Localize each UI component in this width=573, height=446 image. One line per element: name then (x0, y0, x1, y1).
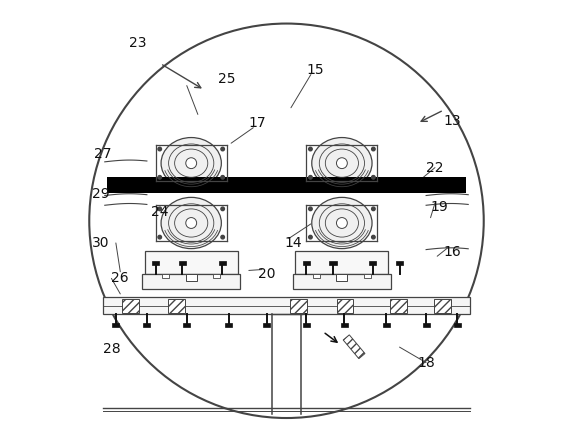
Circle shape (309, 147, 312, 151)
Bar (295, 251, 388, 274)
Bar (303, 261, 310, 265)
Bar (168, 299, 185, 314)
Circle shape (186, 158, 197, 169)
Circle shape (336, 218, 347, 228)
Bar (263, 323, 270, 327)
Ellipse shape (161, 137, 221, 189)
Text: 16: 16 (444, 245, 462, 259)
Circle shape (221, 235, 225, 239)
Text: 27: 27 (94, 147, 111, 161)
Bar (143, 274, 240, 289)
Bar (162, 274, 169, 278)
Circle shape (186, 218, 197, 228)
Bar (219, 261, 226, 265)
Bar (183, 323, 190, 327)
Text: 24: 24 (151, 205, 169, 219)
Text: 20: 20 (258, 267, 275, 281)
Bar (370, 261, 376, 265)
Text: 29: 29 (92, 187, 109, 201)
Bar (434, 299, 451, 314)
Circle shape (158, 207, 162, 211)
Bar (313, 274, 320, 278)
Text: 17: 17 (249, 116, 266, 130)
Circle shape (372, 147, 375, 151)
Circle shape (158, 235, 162, 239)
Ellipse shape (312, 137, 372, 189)
Bar (144, 251, 238, 274)
Text: 15: 15 (307, 63, 324, 77)
Bar (329, 261, 336, 265)
Text: 23: 23 (129, 37, 147, 50)
Bar (303, 323, 310, 327)
Bar (336, 274, 347, 281)
Text: 19: 19 (430, 201, 448, 215)
Circle shape (309, 176, 312, 179)
Bar (122, 299, 139, 314)
Text: 18: 18 (417, 355, 435, 370)
Bar (143, 323, 151, 327)
Circle shape (158, 176, 162, 179)
Bar (336, 299, 354, 314)
Bar (291, 299, 307, 314)
Bar (364, 274, 371, 278)
Text: 28: 28 (103, 343, 120, 356)
Bar (422, 323, 430, 327)
Circle shape (221, 207, 225, 211)
Bar (383, 323, 390, 327)
Bar (454, 323, 461, 327)
Ellipse shape (161, 198, 221, 248)
Text: 25: 25 (218, 72, 236, 86)
Bar (107, 178, 466, 193)
Bar (179, 261, 186, 265)
Text: 22: 22 (426, 161, 444, 174)
Bar (112, 323, 119, 327)
Circle shape (372, 235, 375, 239)
Circle shape (309, 207, 312, 211)
Circle shape (309, 235, 312, 239)
Bar (103, 297, 470, 314)
Bar (390, 299, 407, 314)
Circle shape (372, 176, 375, 179)
Bar (343, 335, 365, 359)
Bar (225, 323, 233, 327)
Circle shape (158, 147, 162, 151)
Text: 13: 13 (444, 114, 461, 128)
Text: 26: 26 (112, 272, 129, 285)
Text: 14: 14 (284, 236, 302, 250)
Bar (152, 261, 159, 265)
Circle shape (221, 176, 225, 179)
Bar (396, 261, 403, 265)
Ellipse shape (312, 198, 372, 248)
Bar (293, 274, 391, 289)
Circle shape (336, 158, 347, 169)
Bar (213, 274, 221, 278)
Bar (340, 323, 348, 327)
Circle shape (221, 147, 225, 151)
Bar (186, 274, 197, 281)
Text: 30: 30 (92, 236, 109, 250)
Circle shape (372, 207, 375, 211)
